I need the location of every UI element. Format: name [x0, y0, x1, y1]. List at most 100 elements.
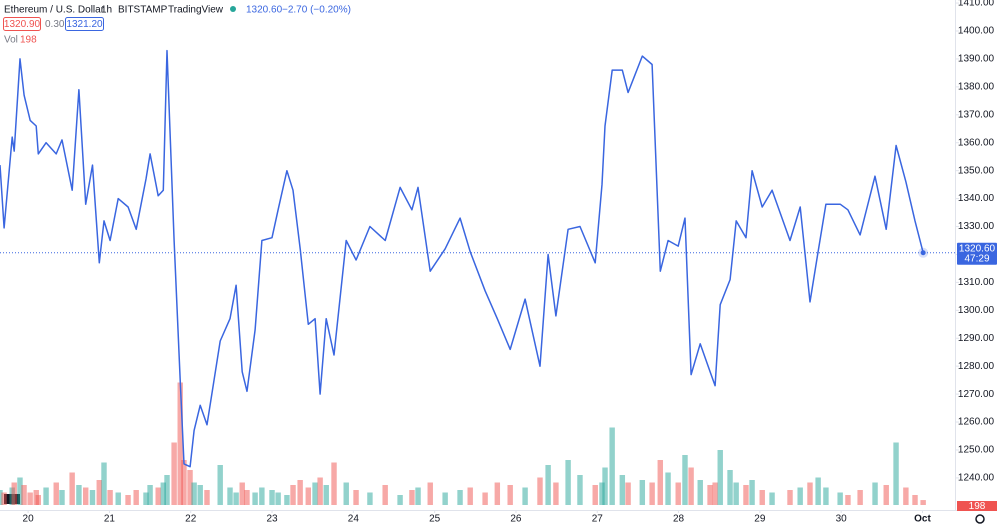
volume-bar — [787, 490, 793, 505]
volume-bar — [284, 495, 290, 505]
y-tick-label: 1370.00 — [958, 109, 995, 120]
volume-bar — [845, 495, 851, 505]
volume-bar — [920, 500, 926, 505]
source: TradingView — [168, 5, 224, 16]
y-tick-label: 1380.00 — [958, 82, 995, 93]
volume-bar — [17, 477, 23, 505]
volume-bar — [522, 487, 528, 505]
legend: Ethereum / U.S. Dollar 1h BITSTAMP Tradi… — [3, 5, 351, 46]
volume-bar — [912, 495, 918, 505]
volume-bar — [893, 442, 899, 505]
x-tick-label: 29 — [754, 514, 766, 525]
x-tick-label: 25 — [429, 514, 441, 525]
volume-bar — [427, 482, 433, 505]
volume-bar — [53, 482, 59, 505]
y-tick-label: 1310.00 — [958, 277, 995, 288]
last-point — [920, 250, 926, 256]
volume-bar — [191, 482, 197, 505]
volume-bar — [712, 482, 718, 505]
volume-bar — [769, 492, 775, 505]
volume-bar — [665, 472, 671, 505]
volume-bar — [537, 477, 543, 505]
bid[interactable]: 1320.90 — [4, 19, 41, 30]
volume-bar — [823, 487, 829, 505]
volume-bar — [115, 492, 121, 505]
y-tick-label: 1260.00 — [958, 417, 995, 428]
volume-bar — [857, 490, 863, 505]
volume-bar — [682, 455, 688, 505]
volume-bar — [397, 495, 403, 505]
volume-bar — [35, 495, 41, 505]
x-tick-label: 23 — [266, 514, 278, 525]
volume-bar — [1, 492, 7, 505]
volume-bar — [619, 475, 626, 505]
volume-bar — [69, 472, 75, 505]
x-tick-label: 27 — [592, 514, 604, 525]
volume-bar — [259, 487, 265, 505]
volume-bar — [759, 490, 765, 505]
y-tick-label: 1330.00 — [958, 221, 995, 232]
x-tick-label: 22 — [185, 514, 197, 525]
volume-bar — [76, 485, 82, 505]
volume-bar — [89, 490, 96, 505]
volume-bar — [252, 492, 258, 505]
x-tick-label: Oct — [914, 514, 931, 525]
ask-box[interactable] — [65, 17, 104, 31]
y-tick-label: 1240.00 — [958, 473, 995, 484]
volume-bar — [343, 482, 349, 505]
volume-bar — [797, 487, 803, 505]
volume-bar — [269, 490, 275, 505]
volume-bar — [482, 492, 488, 505]
volume-bar — [233, 492, 239, 505]
volume-value: 198 — [20, 35, 37, 46]
volume-bar — [409, 490, 415, 505]
volume-bar — [177, 382, 183, 505]
volume-bar — [657, 460, 663, 505]
y-tick-label: 1410.00 — [958, 0, 995, 9]
volume-bar — [507, 485, 513, 505]
volume-bar — [457, 490, 463, 505]
volume-bar — [82, 487, 89, 505]
volume-tag — [957, 501, 997, 511]
volume-bar — [290, 485, 296, 505]
volume-bar — [323, 485, 329, 505]
volume-bar — [11, 482, 17, 505]
volume-bar — [181, 460, 187, 505]
y-tick-label: 1280.00 — [958, 361, 995, 372]
volume-bar — [599, 482, 605, 505]
y-tick-label: 1340.00 — [958, 193, 995, 204]
volume-bar — [602, 467, 608, 505]
market-status — [230, 6, 236, 12]
spread: 0.30 — [45, 19, 65, 30]
ask[interactable]: 1321.20 — [66, 19, 103, 30]
volume-bar — [649, 482, 655, 505]
volume-bar — [592, 485, 598, 505]
volume-bar — [27, 492, 33, 505]
volume-bar — [467, 487, 473, 505]
volume-bar — [297, 480, 303, 505]
volume-bar — [227, 487, 233, 505]
volume-tag-label: 198 — [969, 501, 986, 512]
volume-bar — [565, 460, 571, 505]
last-price: 1320.60 — [246, 5, 283, 16]
volume-bar — [59, 490, 65, 505]
volume-bar — [749, 480, 755, 505]
x-tick-label: 28 — [673, 514, 685, 525]
bid-box[interactable] — [3, 17, 41, 31]
volume-bar — [609, 427, 615, 505]
volume-bar — [21, 485, 27, 505]
volume-bar — [639, 480, 646, 505]
settings-icon[interactable] — [975, 514, 985, 524]
volume-bar — [43, 487, 49, 505]
y-tick-label: 1400.00 — [958, 26, 995, 37]
volume-bar — [125, 495, 131, 505]
volume-bar — [675, 482, 681, 505]
volume-bar — [331, 462, 337, 505]
volume-bar — [143, 492, 149, 505]
volume-bar — [317, 477, 323, 505]
volume-bar — [733, 482, 739, 505]
volume-bar — [837, 492, 843, 505]
x-tick-label: 24 — [348, 514, 360, 525]
